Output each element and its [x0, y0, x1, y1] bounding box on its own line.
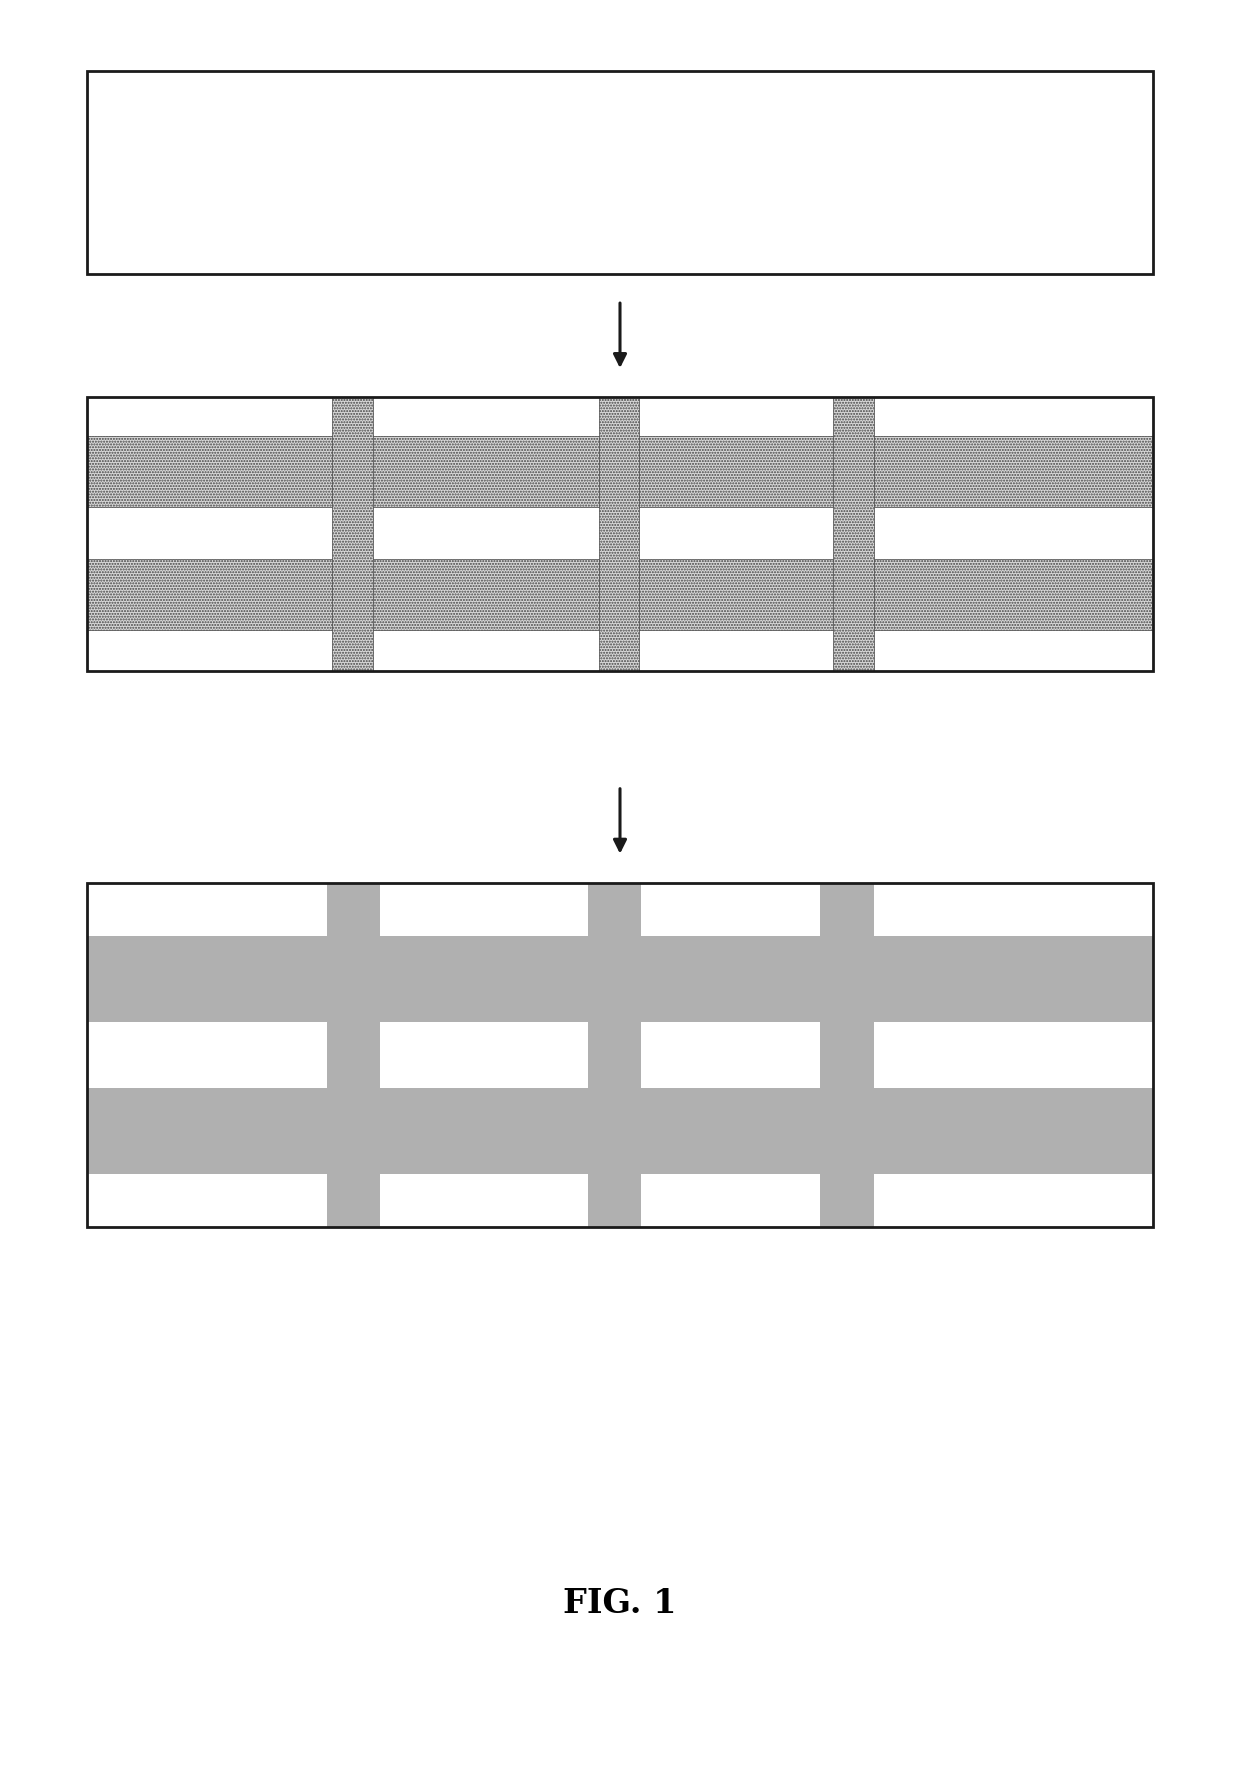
Bar: [599, 397, 639, 671]
Bar: [87, 1088, 1153, 1174]
Bar: [87, 397, 1153, 671]
Bar: [87, 936, 1153, 1023]
Bar: [87, 558, 1153, 630]
Bar: [87, 71, 1153, 274]
Bar: [821, 883, 874, 1227]
Bar: [588, 883, 641, 1227]
Bar: [87, 883, 1153, 1227]
Bar: [87, 883, 1153, 1227]
Text: FIG. 1: FIG. 1: [563, 1588, 677, 1619]
Bar: [87, 397, 1153, 671]
Bar: [833, 397, 874, 671]
Bar: [87, 436, 1153, 507]
Bar: [332, 397, 372, 671]
Bar: [327, 883, 379, 1227]
